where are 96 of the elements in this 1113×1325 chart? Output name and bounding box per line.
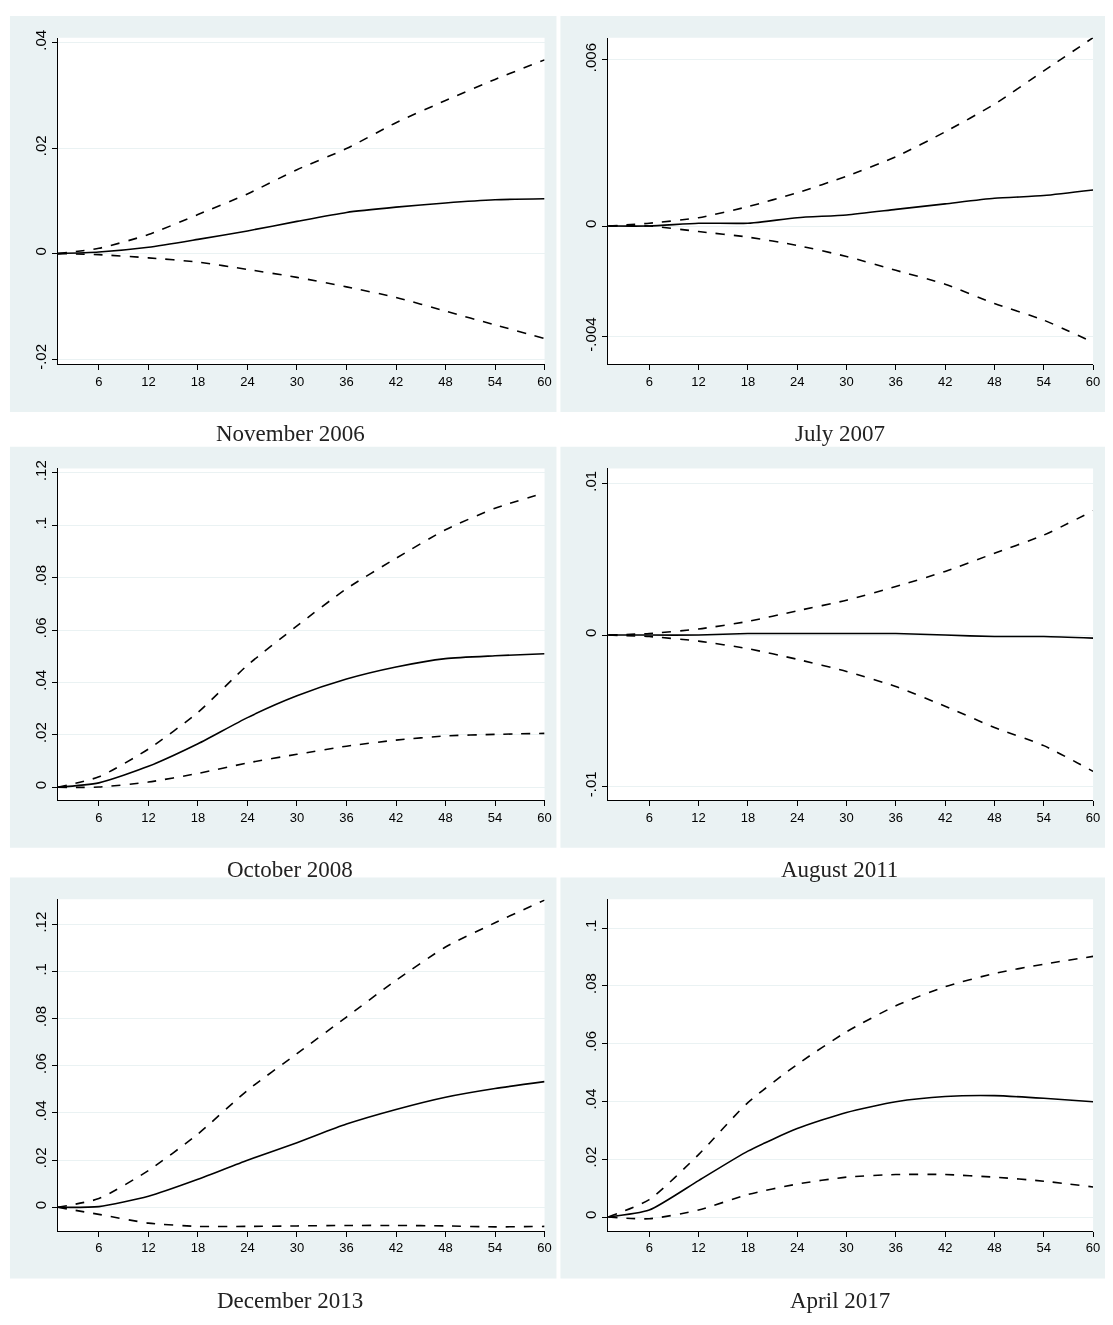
x-tick-label: 18: [740, 374, 756, 390]
y-tick-label: .08: [31, 565, 49, 586]
y-tick-label: .02: [31, 1147, 49, 1169]
x-tick-label: 60: [1085, 1240, 1101, 1256]
x-tick-label: 48: [438, 809, 453, 825]
x-tick-label: 6: [95, 1240, 103, 1256]
x-tick-label: 18: [190, 374, 206, 390]
x-tick-label: 54: [1036, 809, 1052, 825]
x-tick-label: 36: [888, 809, 904, 825]
x-tick-label: 60: [537, 374, 552, 390]
x-tick-label: 36: [339, 1240, 354, 1256]
x-tick-label: 12: [141, 1240, 156, 1256]
x-tick-label: 6: [95, 809, 103, 825]
x-tick-label: 54: [487, 1240, 503, 1256]
y-tick-label: 0: [31, 247, 49, 256]
x-tick-label: 6: [645, 1240, 653, 1256]
x-axis-title: August 2011: [781, 857, 899, 882]
x-tick-label: 36: [339, 374, 354, 390]
x-tick-label: 12: [691, 1240, 706, 1256]
x-tick-label: 54: [1036, 374, 1052, 390]
y-tick-label: .1: [31, 963, 49, 976]
x-tick-label: 6: [645, 809, 653, 825]
y-tick-label: -.01: [582, 771, 600, 798]
y-tick-label: .04: [31, 669, 49, 691]
x-tick-label: 18: [740, 809, 756, 825]
x-tick-label: 30: [839, 1240, 854, 1256]
x-axis-title: July 2007: [795, 421, 886, 446]
y-tick-label: .12: [31, 460, 49, 482]
y-tick-label: .08: [31, 1006, 49, 1027]
x-tick-label: 30: [289, 1240, 305, 1256]
y-tick-label: .1: [582, 919, 600, 933]
x-axis-title: December 2013: [217, 1288, 364, 1313]
x-tick-label: 48: [987, 1240, 1002, 1256]
x-tick-label: 60: [537, 809, 552, 825]
x-tick-label: 12: [691, 809, 706, 825]
y-tick-label: 0: [582, 628, 600, 637]
y-tick-label: 0: [31, 780, 49, 790]
x-tick-label: 30: [839, 809, 854, 825]
x-tick-label: 18: [190, 809, 206, 825]
y-tick-label: 0: [582, 219, 600, 228]
x-tick-label: 42: [937, 809, 953, 825]
y-tick-label: .1: [31, 516, 49, 530]
x-tick-label: 48: [438, 1240, 453, 1256]
x-tick-label: 60: [537, 1240, 552, 1256]
x-tick-label: 42: [388, 809, 404, 825]
x-tick-label: 6: [95, 374, 103, 390]
y-tick-label: .04: [31, 1100, 49, 1122]
x-axis-title: November 2006: [216, 421, 365, 446]
y-tick-label: .04: [31, 29, 49, 51]
y-tick-label: .02: [31, 722, 49, 744]
x-tick-label: 36: [888, 374, 904, 390]
x-tick-label: 48: [438, 374, 453, 390]
y-tick-label: -.02: [31, 344, 49, 370]
y-tick-label: .006: [582, 43, 600, 73]
x-axis-title: April 2017: [790, 1288, 891, 1313]
y-tick-label: .02: [31, 135, 49, 157]
y-tick-label: .06: [31, 1053, 49, 1075]
x-tick-label: 6: [645, 374, 653, 390]
x-tick-label: 24: [789, 1240, 805, 1256]
y-tick-label: .12: [31, 911, 49, 933]
x-tick-label: 24: [240, 374, 255, 390]
x-tick-label: 60: [1085, 809, 1101, 825]
x-tick-label: 30: [289, 374, 305, 390]
x-tick-label: 54: [1036, 1240, 1052, 1256]
y-tick-label: 0: [582, 1210, 600, 1219]
x-tick-label: 12: [141, 809, 156, 825]
y-tick-label: -.004: [582, 317, 600, 352]
y-tick-label: 0: [31, 1200, 49, 1210]
x-tick-label: 42: [937, 1240, 953, 1256]
x-tick-label: 54: [487, 809, 503, 825]
x-tick-label: 42: [388, 374, 404, 390]
x-tick-label: 24: [240, 1240, 255, 1256]
x-axis-title: October 2008: [227, 857, 353, 882]
x-tick-label: 42: [937, 374, 953, 390]
x-tick-label: 42: [388, 1240, 404, 1256]
x-tick-label: 36: [888, 1240, 904, 1256]
x-tick-label: 18: [190, 1240, 206, 1256]
y-tick-label: .04: [582, 1088, 600, 1110]
x-tick-label: 24: [240, 809, 255, 825]
x-tick-label: 48: [987, 809, 1002, 825]
x-tick-label: 24: [789, 374, 805, 390]
x-tick-label: 54: [487, 374, 503, 390]
x-tick-label: 30: [289, 809, 305, 825]
x-tick-label: 48: [987, 374, 1002, 390]
y-tick-label: .01: [582, 470, 600, 492]
x-tick-label: 30: [839, 374, 854, 390]
x-tick-label: 12: [691, 374, 706, 390]
y-tick-label: .02: [582, 1146, 600, 1168]
y-tick-label: .06: [582, 1030, 600, 1052]
x-tick-label: 18: [740, 1240, 756, 1256]
y-tick-label: .06: [31, 617, 49, 639]
x-tick-label: 36: [339, 809, 354, 825]
x-tick-label: 12: [141, 374, 156, 390]
y-tick-label: .08: [582, 973, 600, 995]
x-tick-label: 60: [1085, 374, 1101, 390]
x-tick-label: 24: [789, 809, 805, 825]
